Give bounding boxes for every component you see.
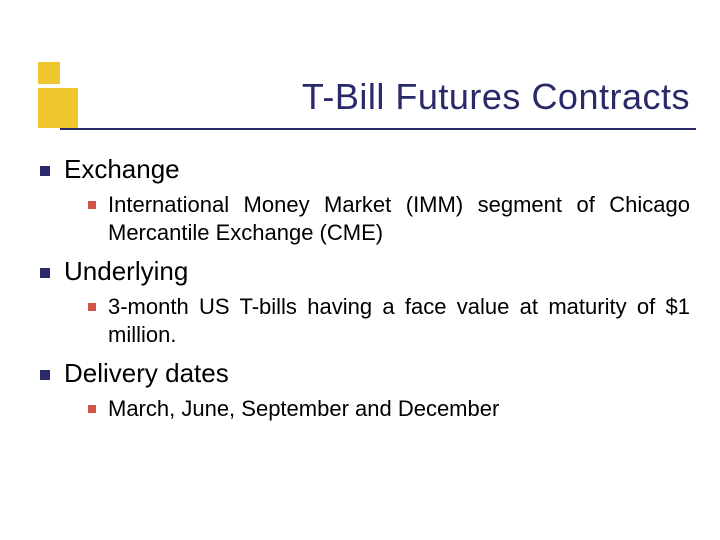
square-bullet-icon: [88, 201, 96, 209]
square-bullet-icon: [40, 166, 50, 176]
list-item-label: Underlying: [64, 256, 188, 287]
list-subitem: 3-month US T-bills having a face value a…: [88, 293, 690, 348]
list-subitem-text: March, June, September and December: [108, 395, 499, 423]
square-bullet-icon: [40, 268, 50, 278]
list-item-label: Exchange: [64, 154, 180, 185]
title-underline: [60, 128, 696, 130]
slide-title: T-Bill Futures Contracts: [302, 76, 690, 117]
square-bullet-icon: [88, 303, 96, 311]
square-bullet-icon: [88, 405, 96, 413]
content-body: Exchange International Money Market (IMM…: [40, 148, 690, 433]
list-item-label: Delivery dates: [64, 358, 229, 389]
list-subitem-text: 3-month US T-bills having a face value a…: [108, 293, 690, 348]
list-subitem: International Money Market (IMM) segment…: [88, 191, 690, 246]
list-subitem: March, June, September and December: [88, 395, 690, 423]
list-item: Underlying: [40, 256, 690, 287]
list-item: Delivery dates: [40, 358, 690, 389]
title-area: T-Bill Futures Contracts: [0, 76, 720, 118]
square-bullet-icon: [40, 370, 50, 380]
list-item: Exchange: [40, 154, 690, 185]
list-subitem-text: International Money Market (IMM) segment…: [108, 191, 690, 246]
